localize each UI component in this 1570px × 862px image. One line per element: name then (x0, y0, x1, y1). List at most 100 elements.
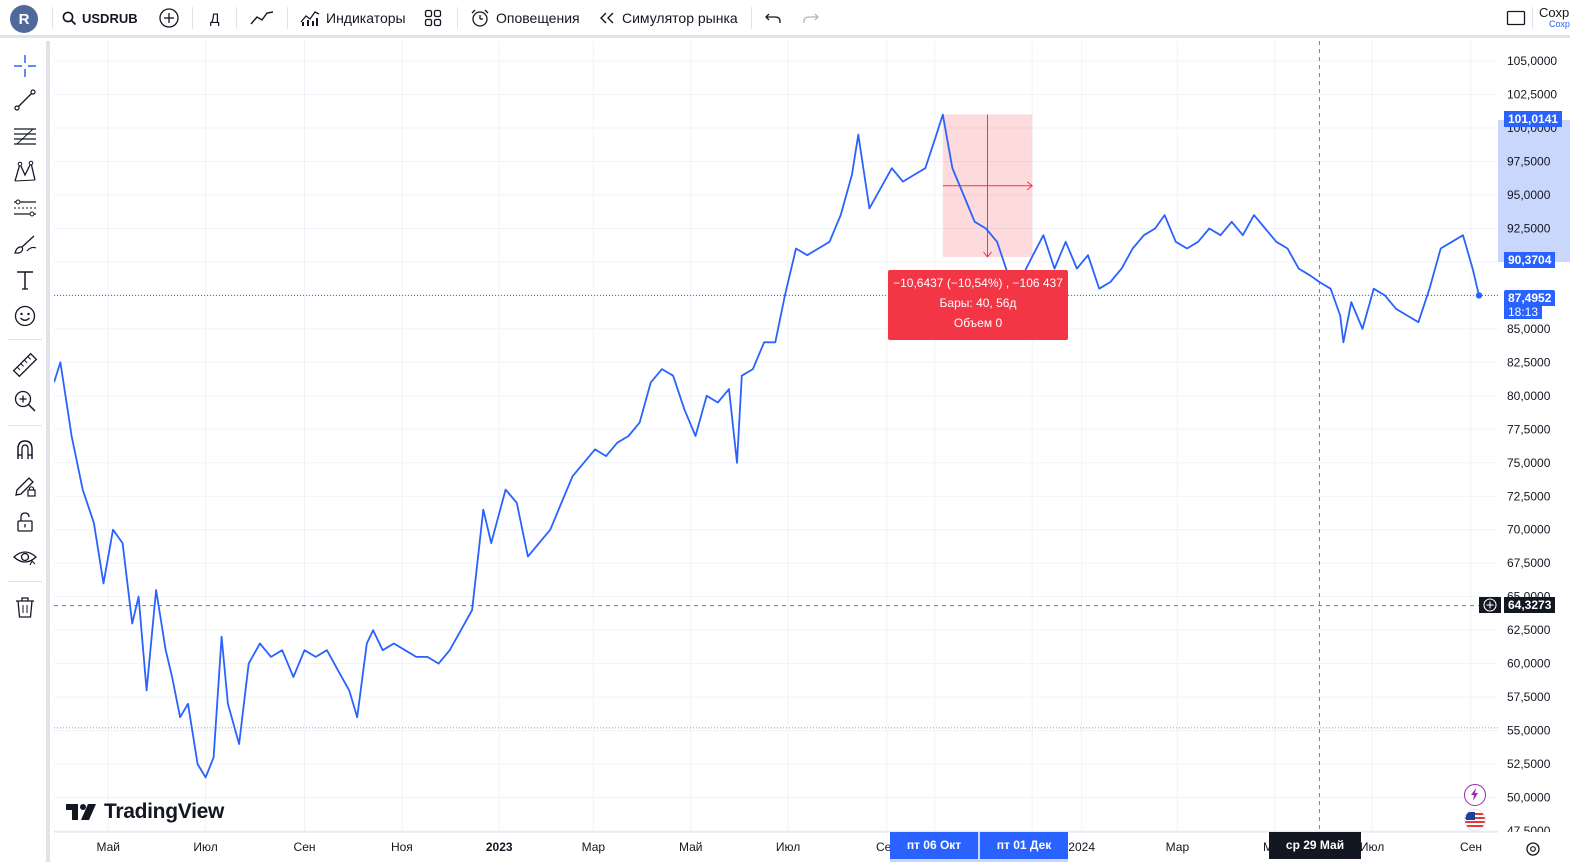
crosshair-tool[interactable] (11, 52, 39, 80)
price-tick-label: 57,5000 (1507, 690, 1551, 704)
square-icon (1506, 10, 1526, 26)
brush-tool[interactable] (11, 230, 39, 258)
lightning-icon (1471, 788, 1478, 801)
indicators-button[interactable]: Индикаторы (300, 0, 406, 36)
plus-circle-icon (1483, 598, 1497, 612)
fullscreen-button[interactable] (1506, 0, 1526, 36)
divider (52, 7, 53, 29)
divider (1532, 7, 1533, 29)
chart-pane[interactable]: 105,0000 102,5000 100,0000 97,5000 95,0000 92… (54, 41, 1570, 862)
currency-flag-button[interactable] (1464, 809, 1486, 831)
brand-name: TradingView (104, 800, 225, 823)
time-tick-label: Июл (193, 840, 217, 854)
ruler-tool[interactable] (11, 351, 39, 379)
indicators-label: Индикаторы (326, 10, 406, 26)
avatar-letter: R (18, 10, 30, 28)
emoji-icon (14, 305, 36, 327)
price-tick-label: 77,5000 (1507, 422, 1551, 436)
zoom-in-icon (14, 390, 36, 412)
price-tick-label: 80,0000 (1507, 389, 1551, 403)
interval-button[interactable]: Д (210, 0, 219, 36)
layouts-button[interactable] (424, 0, 442, 36)
grid-icon (424, 9, 442, 27)
measure-end-date-label: пт 01 Дек '23 (980, 832, 1068, 859)
divider (8, 581, 42, 582)
redo-button[interactable] (802, 0, 820, 36)
indicators-icon (300, 11, 320, 26)
time-tick-label: Мар (1166, 840, 1190, 854)
price-tick-label: 60,0000 (1507, 657, 1551, 671)
lock-drawing-tool[interactable] (11, 472, 39, 500)
time-tick-label: Май (96, 840, 120, 854)
redo-icon (803, 13, 819, 23)
chart-type-button[interactable] (250, 0, 274, 36)
chart-settings-button[interactable] (1522, 838, 1544, 860)
bar-countdown-label: 18:13 (1504, 305, 1543, 319)
tradingview-logo-icon (66, 804, 96, 820)
fib-tool[interactable] (11, 122, 39, 150)
compare-symbol-button[interactable] (158, 0, 180, 36)
replay-button[interactable]: Симулятор рынка (598, 0, 738, 36)
undo-button[interactable] (764, 0, 782, 36)
time-tick-label: Май (679, 840, 703, 854)
time-tick-label: Июл (776, 840, 800, 854)
prediction-tool[interactable] (11, 194, 39, 222)
zoom-tool[interactable] (11, 387, 39, 415)
interval-label: Д (210, 10, 220, 26)
save-button[interactable]: Сохр (1539, 5, 1570, 20)
lightning-button[interactable] (1464, 784, 1486, 806)
price-tick-label: 95,0000 (1507, 188, 1551, 202)
current-price-label: 87,4952 (1504, 290, 1556, 306)
emoji-tool[interactable] (11, 302, 39, 330)
price-tick-label: 50,0000 (1507, 791, 1551, 805)
trend-line-icon (14, 89, 36, 111)
text-tool[interactable] (11, 266, 39, 294)
price-line-series (54, 113, 1480, 779)
price-tick-label: 92,5000 (1507, 221, 1551, 235)
symbol-search-button[interactable]: USDRUB (62, 0, 138, 36)
alerts-label: Оповещения (496, 10, 580, 26)
trend-line-tool[interactable] (11, 86, 39, 114)
measure-tool-drawing (942, 114, 1033, 258)
magnet-tool[interactable] (11, 436, 39, 464)
crosshair-icon (14, 55, 36, 77)
hide-drawings-tool[interactable] (11, 543, 39, 571)
price-tick-label: 70,0000 (1507, 523, 1551, 537)
remove-drawings-tool[interactable] (11, 593, 39, 621)
tradingview-logo[interactable]: TradingView (66, 800, 224, 824)
price-tick-label: 67,5000 (1507, 556, 1551, 570)
alerts-button[interactable]: Оповещения (470, 0, 580, 36)
price-tick-label: 105,0000 (1507, 54, 1557, 68)
measure-bars: Бары: 40, 56д (939, 296, 1017, 310)
plus-circle-icon (159, 8, 179, 28)
divider (8, 339, 42, 340)
brush-icon (14, 235, 37, 254)
time-tick-label: Июл (1360, 840, 1384, 854)
user-avatar[interactable]: R (10, 5, 38, 33)
pattern-tool[interactable] (11, 158, 39, 186)
pattern-icon (14, 160, 36, 182)
rewind-icon (600, 12, 614, 24)
price-tick-label: 75,0000 (1507, 456, 1551, 470)
price-chart[interactable]: 105,0000102,5000100,000097,500095,000092… (54, 41, 1570, 862)
trash-icon (16, 597, 34, 618)
price-tick-label: 55,0000 (1507, 724, 1551, 738)
crosshair-date-label: ср 29 Май '24 (1269, 832, 1361, 859)
price-tick-label: 52,5000 (1507, 757, 1551, 771)
guide-lines (54, 41, 1498, 832)
ruler-icon (12, 352, 38, 378)
lock-all-tool[interactable] (11, 508, 39, 536)
divider (287, 7, 288, 29)
time-tick-label: 2023 (486, 840, 513, 854)
prediction-icon (14, 199, 36, 217)
gear-icon (1526, 842, 1540, 856)
measure-start-date-label: пт 06 Окт '23 (890, 832, 978, 859)
time-tick-label: Сен (1460, 840, 1482, 854)
fib-retracement-icon (14, 128, 36, 145)
measure-info-box: −10,6437 (−10,54%) , −106 437 Бары: 40, … (888, 270, 1068, 340)
symbol-label: USDRUB (82, 10, 138, 26)
high-price-label: 101,0141 (1504, 111, 1563, 127)
divider (751, 7, 752, 29)
add-alert-button[interactable] (1479, 597, 1501, 613)
us-flag-icon (1465, 810, 1485, 830)
